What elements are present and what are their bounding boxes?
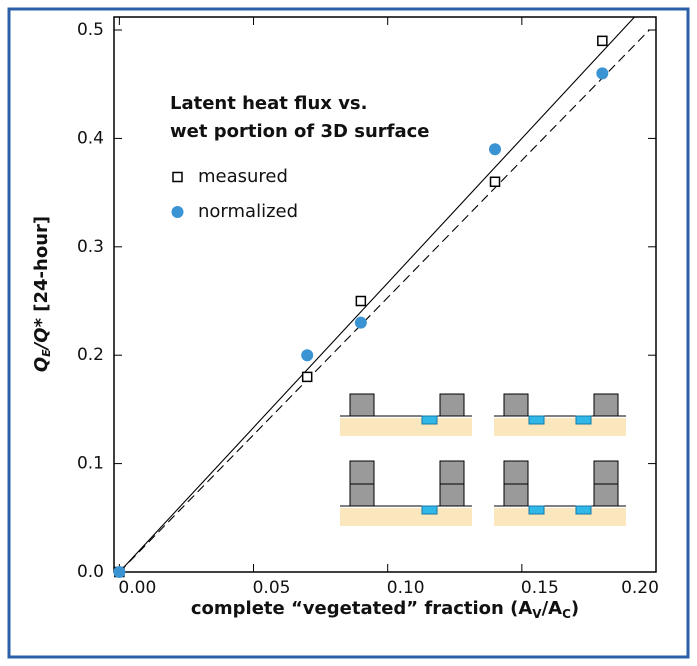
outer-border (7, 7, 690, 659)
point (597, 35, 608, 47)
point (489, 143, 502, 156)
x-axis-label: complete “vegetated” fraction (AV/AC) (191, 598, 579, 621)
y-label-part: [24-hour] (31, 216, 52, 318)
y-label-part: Q (31, 357, 52, 372)
x-label-sub: C (562, 607, 571, 621)
y-tick-label: 0.2 (77, 345, 104, 365)
point (113, 566, 126, 578)
y-label-sub: E (40, 349, 53, 357)
point (301, 371, 313, 383)
inset-diagrams (340, 393, 626, 526)
point (596, 67, 609, 80)
legend-swatch (171, 206, 184, 218)
x-label-part: /A (542, 598, 563, 619)
inset-panel (340, 393, 472, 436)
x-tick-label: 0.10 (387, 578, 425, 598)
x-tick-label: 0.05 (253, 578, 291, 598)
fit-line (118, 16, 635, 573)
legend-swatch (172, 171, 183, 183)
point (354, 316, 367, 329)
y-tick-label: 0.3 (77, 237, 104, 257)
y-tick-label: 0.0 (77, 562, 104, 582)
fit-line (118, 29, 650, 573)
x-label-sub: V (532, 607, 542, 621)
point (301, 349, 314, 362)
y-axis-label: QE/Q* [24-hour] (31, 216, 53, 372)
y-tick-label: 0.4 (77, 128, 104, 148)
y-tick-label: 0.5 (77, 20, 104, 40)
inset-panel (494, 460, 626, 526)
point (489, 176, 501, 188)
inset-panel (340, 460, 472, 526)
x-tick-label: 0.00 (118, 578, 156, 598)
y-tick-label: 0.1 (77, 454, 104, 474)
y-label-part: /Q* (31, 317, 52, 351)
x-label-part: ) (571, 598, 579, 619)
x-label-part: complete “vegetated” fraction (A (191, 598, 533, 619)
inset-panel (494, 393, 626, 436)
plot-frame (113, 16, 657, 573)
legend-label: measured (198, 166, 288, 187)
legend-title: Latent heat flux vs. (170, 93, 367, 114)
legend-title: wet portion of 3D surface (170, 121, 430, 142)
legend-label: normalized (198, 201, 298, 222)
x-tick-label: 0.15 (521, 578, 559, 598)
x-tick-label: 0.20 (621, 578, 659, 598)
point (355, 295, 367, 307)
